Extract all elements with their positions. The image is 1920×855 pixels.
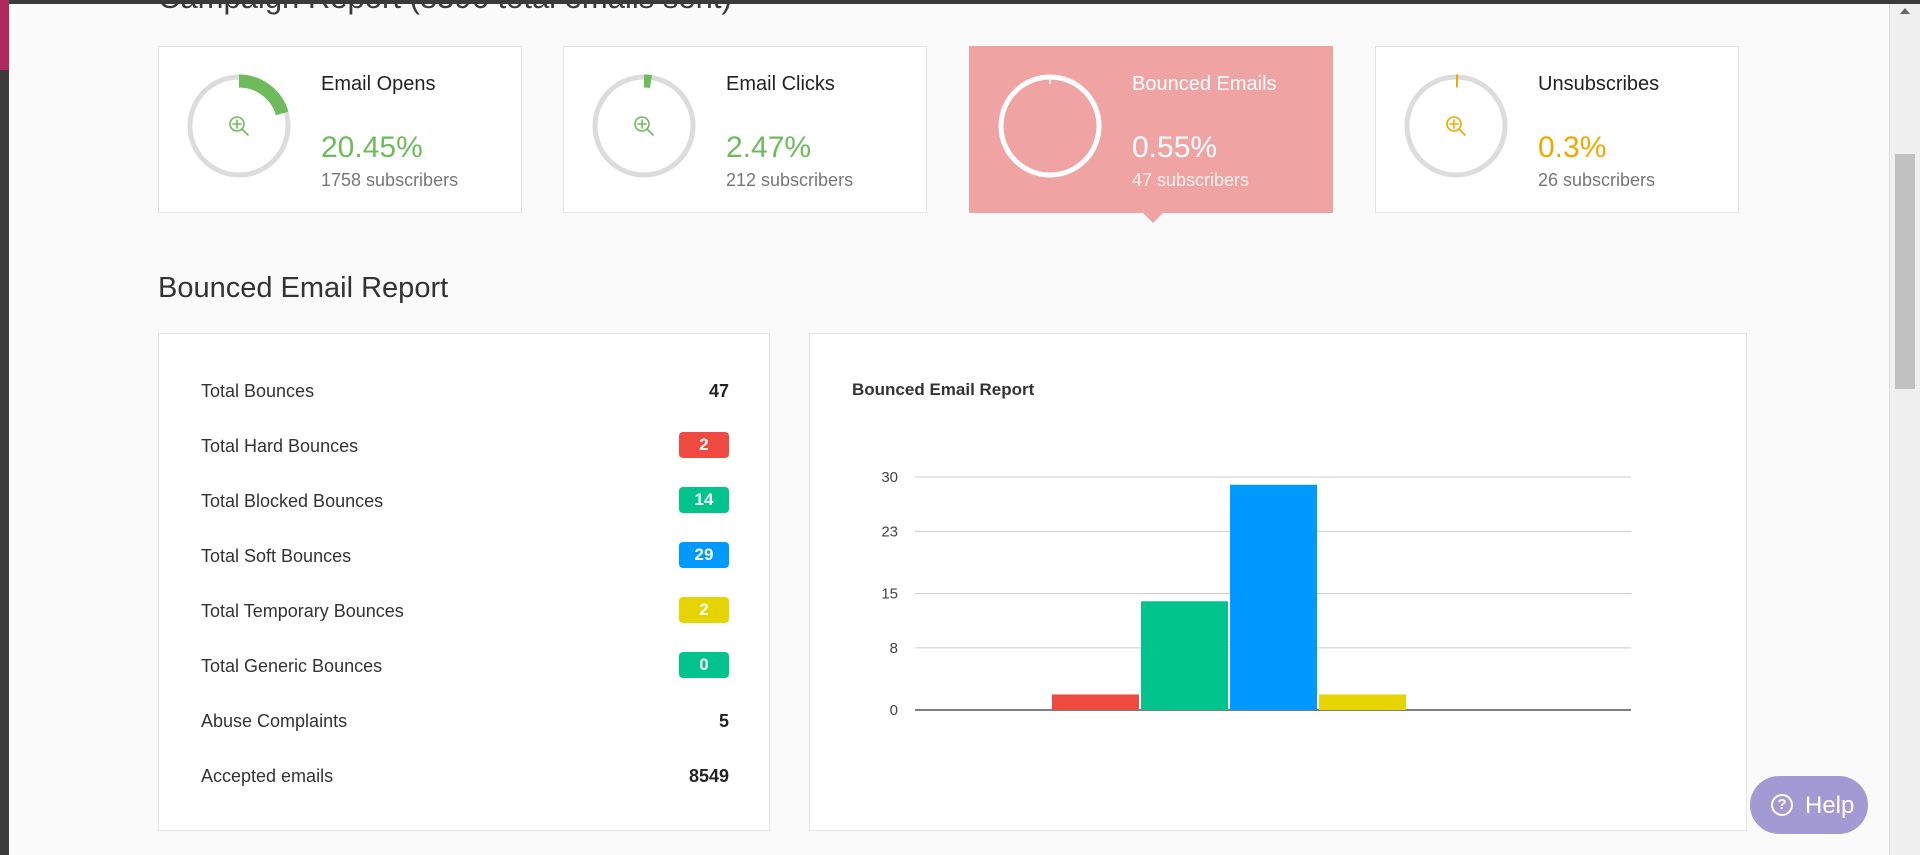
- window-top-edge: [0, 0, 1920, 4]
- progress-ring-fill: [592, 74, 696, 178]
- question-circle-icon: ?: [1771, 794, 1793, 816]
- stat-card-bounced-emails[interactable]: Bounced Emails 0.55% 47 subscribers: [969, 46, 1333, 223]
- y-tick-label: 15: [881, 586, 898, 603]
- count-badge: 0: [679, 652, 729, 678]
- stat-card-unsubscribes[interactable]: Unsubscribes 0.3% 26 subscribers: [1375, 46, 1739, 213]
- stat-row-label: Accepted emails: [201, 766, 334, 786]
- stat-card-title: Bounced Emails: [1132, 73, 1277, 95]
- stat-card-title: Email Clicks: [726, 73, 835, 95]
- stat-row-accepted-emails: Accepted emails 8549: [201, 760, 729, 794]
- stat-row-abuse-complaints: Abuse Complaints 5: [201, 705, 729, 739]
- stat-row-total-bounces: Total Bounces 47: [201, 375, 729, 409]
- scroll-thumb[interactable]: [1895, 154, 1915, 389]
- bar-hard[interactable]: [1052, 694, 1139, 710]
- stat-row-total-hard-bounces: Total Hard Bounces 2: [201, 430, 729, 464]
- stat-row-label: Total Hard Bounces: [201, 436, 359, 456]
- progress-ring: [187, 74, 291, 178]
- y-tick-label: 30: [881, 469, 898, 486]
- active-card-pointer: [1142, 212, 1164, 223]
- stat-row-label: Total Blocked Bounces: [201, 491, 384, 511]
- stat-row-value: 8549: [688, 766, 729, 786]
- stat-row-label: Abuse Complaints: [201, 711, 348, 731]
- report-modal: Campaign Report (8596 total emails sent)…: [9, 4, 1889, 855]
- y-tick-label: 8: [890, 640, 898, 657]
- stat-row-total-temporary-bounces: Total Temporary Bounces 2: [201, 595, 729, 629]
- help-button[interactable]: ? Help: [1750, 776, 1868, 834]
- page-scrollbar[interactable]: [1889, 4, 1920, 855]
- stat-row-label: Total Bounces: [201, 381, 315, 401]
- progress-ring-fill: [1404, 74, 1508, 178]
- stat-card-title: Unsubscribes: [1538, 73, 1660, 95]
- stat-card-title: Email Opens: [321, 73, 436, 95]
- help-label: Help: [1805, 792, 1855, 819]
- count-badge: 14: [679, 487, 729, 513]
- zoom-in-icon: [634, 116, 654, 136]
- count-badge: 2: [679, 597, 729, 623]
- count-badge: 2: [679, 432, 729, 458]
- stat-card-subscribers: 26 subscribers: [1538, 170, 1656, 190]
- stat-card-subscribers: 47 subscribers: [1132, 170, 1250, 190]
- stat-card-email-opens[interactable]: Email Opens 20.45% 1758 subscribers: [158, 46, 522, 213]
- stat-row-value: 47: [708, 381, 729, 401]
- stat-row-label: Total Temporary Bounces: [201, 601, 404, 621]
- bounce-chart-panel: Bounced Email Report 0 8 15 23 30: [809, 333, 1747, 831]
- progress-ring-track: [592, 74, 696, 178]
- bounce-stats-panel: Total Bounces 47 Total Hard Bounces 2 Total …: [158, 333, 770, 831]
- stat-row-label: Total Generic Bounces: [201, 656, 383, 676]
- stat-row-label: Total Soft Bounces: [201, 546, 352, 566]
- progress-ring-track: [998, 74, 1102, 178]
- stat-row-value: 5: [718, 711, 729, 731]
- bar-temporary[interactable]: [1319, 694, 1406, 710]
- chart-title: Bounced Email Report: [852, 380, 1035, 399]
- stat-card-percent: 2.47%: [726, 131, 812, 164]
- count-badge: 29: [679, 542, 729, 568]
- scroll-up-arrow-icon[interactable]: [1900, 8, 1910, 14]
- stat-row-total-generic-bounces: Total Generic Bounces 0: [201, 650, 729, 684]
- stat-card-percent: 0.55%: [1132, 131, 1218, 164]
- y-tick-label: 23: [881, 523, 898, 540]
- background-page-edge: [0, 0, 9, 855]
- bar-blocked[interactable]: [1141, 601, 1228, 710]
- zoom-in-icon: [1446, 116, 1466, 136]
- background-accent: [0, 0, 9, 70]
- progress-ring-fill: [187, 74, 291, 178]
- y-tick-label: 0: [890, 702, 898, 719]
- progress-ring: [592, 74, 696, 178]
- bar-soft[interactable]: [1230, 484, 1317, 710]
- stat-card-email-clicks[interactable]: Email Clicks 2.47% 212 subscribers: [563, 46, 927, 213]
- stat-card-percent: 0.3%: [1538, 131, 1607, 164]
- campaign-report-title: Campaign Report (8596 total emails sent): [158, 4, 732, 16]
- bounce-bar-chart: 0 8 15 23 30: [881, 469, 1631, 719]
- stat-row-total-soft-bounces: Total Soft Bounces 29: [201, 540, 729, 574]
- progress-ring: [1404, 74, 1508, 178]
- stat-card-subscribers: 1758 subscribers: [321, 170, 459, 190]
- progress-ring: [998, 74, 1102, 178]
- stat-card-subscribers: 212 subscribers: [726, 170, 854, 190]
- zoom-in-icon: [229, 116, 249, 136]
- bounced-email-report-heading: Bounced Email Report: [158, 272, 449, 304]
- stat-card-percent: 20.45%: [321, 131, 423, 164]
- stat-row-total-blocked-bounces: Total Blocked Bounces 14: [201, 485, 729, 519]
- progress-ring-track: [1404, 74, 1508, 178]
